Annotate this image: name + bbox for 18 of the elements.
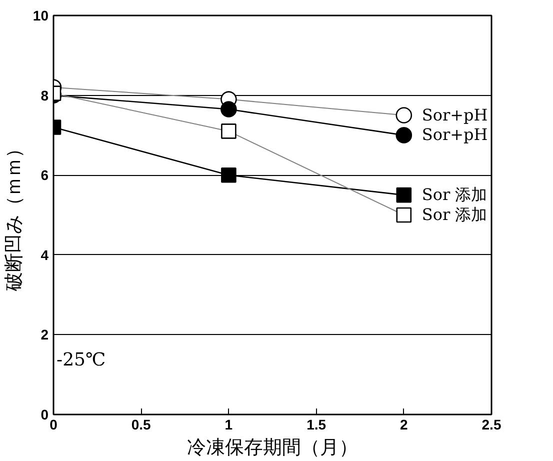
annotation: -25℃	[56, 350, 106, 370]
x-tick-label: 2	[400, 416, 408, 432]
x-tick-label: 2.5	[482, 416, 502, 432]
y-tick-label: 0	[40, 406, 49, 422]
y-axis-title: 破断凹み（ｍｍ）	[4, 139, 25, 292]
series-label: Sor 添加	[422, 205, 488, 224]
x-axis-title: 冷凍保存期間（月）	[187, 438, 358, 458]
y-tick-label: 10	[32, 8, 49, 24]
y-tick-label: 2	[40, 326, 49, 343]
y-tick-label: 4	[40, 246, 49, 263]
y-tick-label: 6	[40, 167, 49, 184]
series-label: Sor+pH	[422, 105, 488, 124]
x-tick-label: 1	[224, 416, 233, 432]
y-tick-label: 8	[40, 87, 49, 104]
series-label: Sor+pH	[422, 125, 488, 144]
series-label: Sor 添加	[422, 185, 488, 204]
x-tick-label: 1.5	[306, 416, 326, 432]
x-tick-label: 0.5	[131, 416, 152, 432]
